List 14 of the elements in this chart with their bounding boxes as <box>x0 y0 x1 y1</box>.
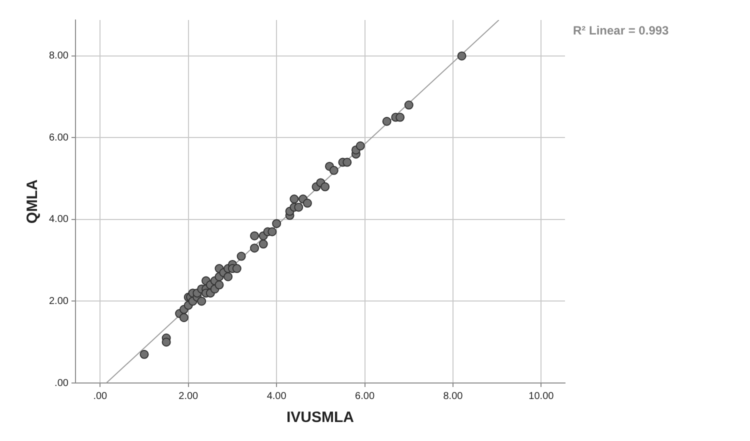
x-tick-label: 8.00 <box>443 390 464 402</box>
x-tick-label: 10.00 <box>528 390 554 402</box>
x-axis-title: IVUSMLA <box>286 409 354 426</box>
y-tick-label: 2.00 <box>48 296 69 307</box>
y-axis-title: QMLA <box>24 179 42 224</box>
x-tick-label: 4.00 <box>266 390 287 402</box>
x-tick-label: 2.00 <box>178 390 199 402</box>
y-tick-label: 8.00 <box>48 50 69 62</box>
text: R² Linear = 0.993 <box>573 23 670 38</box>
x-tick-label: 6.00 <box>355 390 375 402</box>
y-tick-label: .00 <box>54 378 69 389</box>
y-tick-label: 4.00 <box>48 214 69 226</box>
x-tick-label: .00 <box>93 390 108 402</box>
y-tick-label: 6.00 <box>48 132 69 144</box>
